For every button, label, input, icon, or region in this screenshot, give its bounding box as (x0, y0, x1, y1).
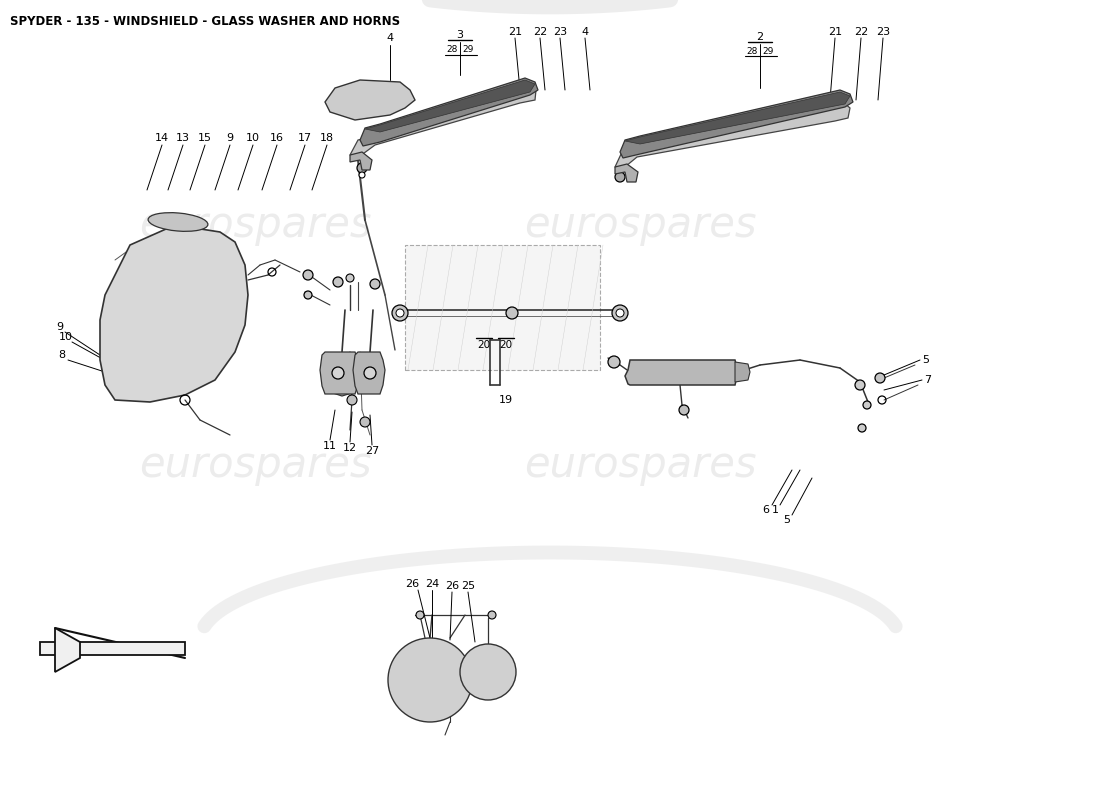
Text: 23: 23 (553, 27, 568, 37)
Circle shape (855, 380, 865, 390)
Circle shape (488, 611, 496, 619)
Circle shape (400, 650, 460, 710)
Circle shape (858, 424, 866, 432)
Polygon shape (322, 365, 358, 396)
Text: 11: 11 (323, 441, 337, 451)
Circle shape (388, 638, 472, 722)
Polygon shape (100, 225, 248, 402)
Text: 5: 5 (783, 515, 791, 525)
Text: 2: 2 (757, 32, 763, 42)
Circle shape (370, 279, 379, 289)
Polygon shape (320, 352, 360, 394)
Text: 12: 12 (343, 443, 358, 453)
Ellipse shape (148, 213, 208, 231)
Polygon shape (350, 152, 372, 170)
Text: 19: 19 (499, 395, 513, 405)
Circle shape (679, 405, 689, 415)
Text: 24: 24 (425, 579, 439, 589)
Circle shape (460, 644, 516, 700)
Polygon shape (40, 642, 185, 655)
Polygon shape (615, 102, 850, 171)
Text: 14: 14 (155, 133, 169, 143)
Text: 9: 9 (227, 133, 233, 143)
Polygon shape (55, 628, 80, 672)
Text: 17: 17 (298, 133, 312, 143)
Polygon shape (365, 80, 535, 132)
Text: 20: 20 (499, 340, 513, 350)
Text: 8: 8 (58, 350, 66, 360)
Polygon shape (360, 78, 538, 146)
Circle shape (864, 401, 871, 409)
Text: 16: 16 (270, 133, 284, 143)
Text: 6: 6 (762, 505, 770, 515)
Text: 26: 26 (444, 581, 459, 591)
Polygon shape (615, 164, 638, 182)
Circle shape (360, 417, 370, 427)
Text: 20: 20 (477, 340, 491, 350)
Polygon shape (353, 352, 385, 394)
Text: eurospares: eurospares (524, 444, 757, 486)
Circle shape (359, 172, 365, 178)
Text: 4: 4 (582, 27, 588, 37)
Circle shape (302, 270, 313, 280)
FancyBboxPatch shape (405, 245, 600, 370)
Circle shape (392, 305, 408, 321)
Text: 21: 21 (508, 27, 522, 37)
Text: 29: 29 (762, 46, 773, 55)
Text: 28: 28 (746, 46, 758, 55)
Text: 4: 4 (386, 33, 394, 43)
Circle shape (332, 367, 344, 379)
Circle shape (478, 662, 498, 682)
Text: eurospares: eurospares (139, 444, 372, 486)
Polygon shape (625, 360, 738, 385)
Circle shape (469, 653, 507, 691)
Text: 18: 18 (320, 133, 334, 143)
Circle shape (364, 367, 376, 379)
Circle shape (506, 307, 518, 319)
Text: SPYDER - 135 - WINDSHIELD - GLASS WASHER AND HORNS: SPYDER - 135 - WINDSHIELD - GLASS WASHER… (10, 15, 400, 28)
Text: 1: 1 (771, 505, 779, 515)
Text: 26: 26 (405, 579, 419, 589)
Text: 3: 3 (456, 30, 463, 40)
Text: 10: 10 (59, 332, 73, 342)
Text: 29: 29 (462, 46, 474, 54)
Circle shape (304, 291, 312, 299)
Text: 9: 9 (56, 322, 64, 332)
Circle shape (396, 309, 404, 317)
Circle shape (416, 611, 424, 619)
Text: eurospares: eurospares (524, 204, 757, 246)
Text: 21: 21 (828, 27, 843, 37)
Circle shape (333, 277, 343, 287)
Circle shape (358, 163, 367, 173)
Circle shape (412, 662, 448, 698)
Circle shape (612, 305, 628, 321)
Circle shape (615, 172, 625, 182)
Text: 28: 28 (447, 46, 458, 54)
Circle shape (346, 274, 354, 282)
Circle shape (616, 309, 624, 317)
Text: 15: 15 (198, 133, 212, 143)
Polygon shape (620, 90, 852, 158)
Circle shape (608, 356, 620, 368)
Circle shape (422, 672, 438, 688)
Polygon shape (350, 84, 536, 159)
Text: 22: 22 (532, 27, 547, 37)
Polygon shape (324, 80, 415, 120)
Polygon shape (735, 362, 750, 382)
Text: 25: 25 (461, 581, 475, 591)
Text: 5: 5 (923, 355, 930, 365)
Text: 23: 23 (876, 27, 890, 37)
Circle shape (346, 395, 358, 405)
Text: 10: 10 (246, 133, 260, 143)
Text: 22: 22 (854, 27, 868, 37)
Text: 27: 27 (365, 446, 380, 456)
Circle shape (484, 668, 492, 676)
Circle shape (874, 373, 886, 383)
Polygon shape (625, 92, 850, 144)
Text: 7: 7 (924, 375, 932, 385)
Text: eurospares: eurospares (139, 204, 372, 246)
Text: 13: 13 (176, 133, 190, 143)
